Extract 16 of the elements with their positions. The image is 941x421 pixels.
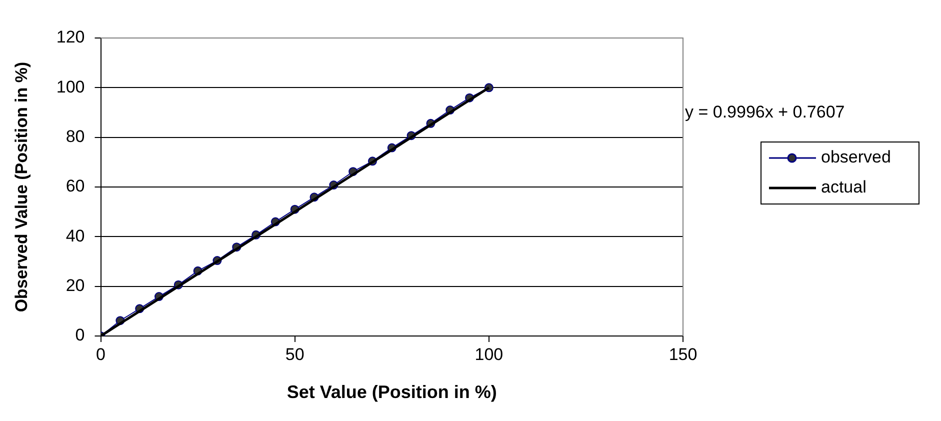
text: y = 0.9996x + 0.7607 [685,102,845,122]
x-axis-title: Set Value (Position in %) [286,382,497,402]
x-tick-label: 150 [668,344,698,364]
y-tick-label: 60 [66,176,85,196]
y-tick-label: 20 [66,276,85,296]
y-tick-label: 120 [56,28,85,47]
legend-label: actual [821,178,866,197]
x-tick-label: 0 [96,344,106,364]
y-tick-label: 100 [56,77,85,96]
y-axis-title: Observed Value (Position in %) [12,62,31,312]
x-tick-label: 50 [285,344,304,364]
y-tick-label: 80 [66,127,85,146]
y-tick-label: 0 [75,326,85,345]
legend-label: observed [821,148,891,167]
y-tick-label: 40 [66,226,85,246]
x-tick-label: 100 [474,344,504,364]
